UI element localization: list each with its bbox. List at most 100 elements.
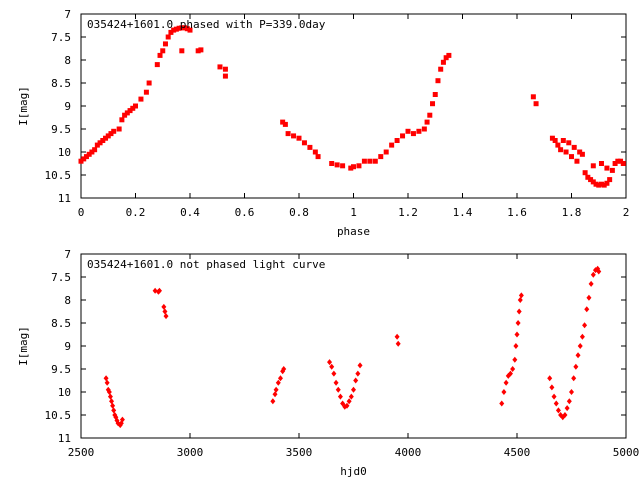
data-point	[97, 140, 103, 146]
data-point	[367, 158, 373, 164]
x-tick-label: 0.8	[289, 206, 309, 219]
data-point	[569, 154, 574, 160]
data-point	[280, 119, 286, 125]
data-point	[566, 398, 572, 405]
data-point	[333, 379, 339, 386]
data-point	[573, 363, 579, 370]
data-point	[555, 407, 561, 414]
data-point	[100, 138, 106, 143]
data-point	[405, 128, 411, 134]
data-point	[154, 62, 160, 68]
data-point	[563, 149, 569, 155]
data-point	[83, 154, 89, 160]
data-point	[361, 158, 367, 164]
data-point	[327, 359, 333, 366]
data-point	[512, 356, 518, 363]
data-point	[564, 405, 570, 412]
data-point	[569, 389, 574, 395]
data-point	[584, 306, 590, 313]
data-point	[156, 287, 162, 294]
x-tick-label: 4500	[504, 446, 531, 459]
chart-title: 035424+1601.0 not phased light curve	[87, 258, 325, 271]
data-point	[443, 55, 449, 61]
data-point	[353, 377, 359, 384]
data-point	[607, 177, 613, 183]
data-point	[109, 398, 115, 405]
data-point	[590, 179, 596, 185]
data-point	[383, 149, 389, 155]
y-tick-label: 10	[58, 146, 71, 159]
data-point	[351, 386, 356, 393]
data-point	[416, 128, 422, 134]
data-point	[530, 94, 536, 100]
data-point	[555, 142, 561, 148]
data-point	[421, 126, 427, 132]
y-tick-label: 7.5	[51, 271, 71, 284]
x-tick-label: 0.4	[180, 206, 200, 219]
data-point	[438, 66, 444, 72]
data-point	[160, 48, 166, 54]
data-point	[152, 287, 158, 294]
data-point	[281, 366, 287, 372]
data-point	[119, 416, 125, 423]
data-point	[179, 25, 185, 31]
x-axis-label: hjd0	[340, 465, 367, 478]
data-point	[356, 163, 362, 169]
data-point	[582, 322, 588, 329]
data-point	[596, 182, 602, 188]
y-tick-label: 7	[64, 248, 71, 261]
x-tick-label: 1.6	[507, 206, 527, 219]
data-point	[282, 121, 288, 127]
data-point	[329, 161, 335, 166]
data-point	[357, 362, 363, 369]
data-point	[124, 110, 130, 116]
y-tick-label: 8	[64, 54, 71, 67]
x-tick-label: 0.6	[235, 206, 255, 219]
data-point	[515, 320, 521, 326]
x-tick-label: 1.2	[398, 206, 418, 219]
data-point	[133, 103, 138, 109]
data-point	[588, 177, 594, 183]
data-point	[577, 149, 583, 155]
data-point	[307, 144, 313, 150]
data-point	[551, 393, 557, 400]
data-point	[566, 140, 572, 146]
data-point	[585, 174, 591, 180]
data-point	[620, 161, 626, 166]
x-tick-label: 0	[78, 206, 85, 219]
data-point	[92, 147, 98, 153]
data-point	[394, 333, 400, 340]
data-point	[562, 412, 568, 418]
data-point	[552, 138, 558, 143]
data-point	[440, 59, 446, 65]
data-point	[143, 89, 149, 95]
data-point	[179, 48, 185, 54]
data-point	[558, 147, 564, 153]
data-point	[513, 343, 519, 349]
chart-phased: 0 0.2 0.4 0.6 0.8 1 1.2 1.4 1.6 1.8 2 7 7.5 8 8.5 9 9.5 1…	[17, 8, 629, 238]
data-point	[187, 27, 193, 33]
data-point	[104, 379, 110, 386]
data-point	[571, 144, 577, 150]
data-point	[514, 331, 520, 338]
data-point	[596, 268, 602, 275]
data-point	[389, 142, 395, 148]
data-point	[81, 156, 87, 162]
data-point	[146, 80, 152, 86]
data-point	[547, 375, 553, 382]
y-tick-label: 7.5	[51, 31, 71, 44]
x-tick-label: 1	[350, 206, 357, 219]
y-tick-label: 9	[64, 100, 71, 113]
data-point	[334, 162, 340, 168]
data-point	[127, 108, 133, 114]
data-point	[108, 131, 114, 137]
data-point	[86, 151, 92, 157]
data-point	[296, 135, 302, 141]
data-point	[161, 303, 167, 310]
data-point	[518, 292, 524, 299]
y-tick-label: 10.5	[45, 169, 72, 182]
data-point	[579, 151, 585, 157]
data-point	[588, 280, 594, 287]
data-point	[378, 154, 384, 160]
